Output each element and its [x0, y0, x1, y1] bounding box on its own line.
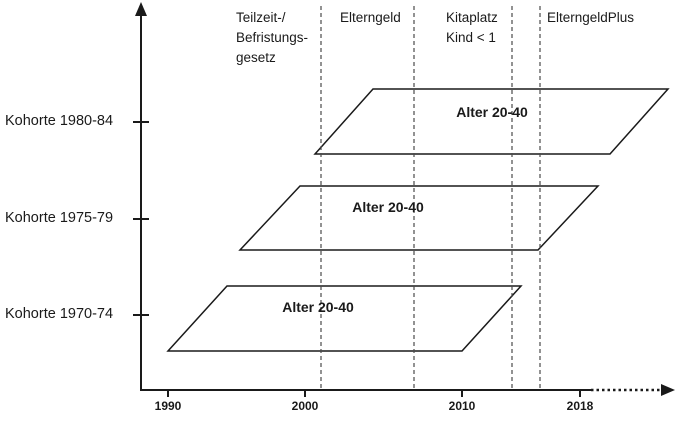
cohort-label-1975-79: Kohorte 1975-79: [5, 210, 114, 226]
y-axis-arrow: [135, 2, 147, 16]
band-1980-84: [313, 88, 670, 155]
cohort-label-1980-84: Kohorte 1980-84: [5, 113, 114, 129]
band-label-1975-79: Alter 20-40: [352, 199, 424, 215]
band-label-1970-74: Alter 20-40: [282, 299, 354, 315]
x-axis-arrow: [661, 384, 675, 396]
x-year-2018: 2018: [566, 399, 594, 413]
band-label-1980-84: Alter 20-40: [456, 104, 528, 120]
reform-label-elterngeldplus: ElterngeldPlus: [547, 10, 635, 25]
reform-label-elterngeld: Elterngeld: [340, 10, 401, 25]
reform-label-kitaplatz: Kitaplatz Kind < 1: [446, 10, 498, 45]
reform-label-teilzeit: Teilzeit-/ Befristungs- gesetz: [236, 10, 309, 65]
cohort-label-1970-74: Kohorte 1970-74: [5, 306, 114, 322]
band-1970-74: [166, 285, 523, 352]
x-year-1990: 1990: [154, 399, 182, 413]
x-year-2010: 2010: [448, 399, 476, 413]
x-year-2000: 2000: [291, 399, 319, 413]
band-1975-79: [238, 185, 600, 251]
